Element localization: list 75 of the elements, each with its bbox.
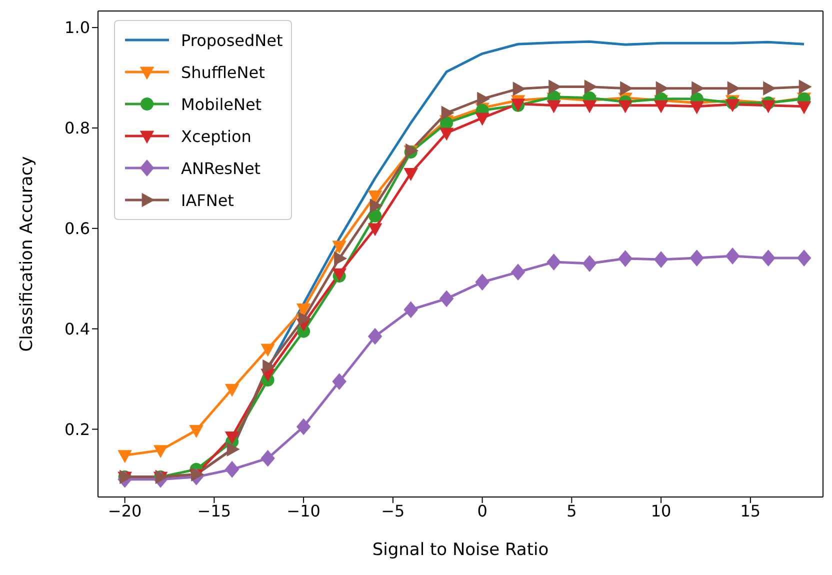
y-tick-label: 0.8	[64, 118, 90, 138]
point	[224, 432, 240, 445]
legend-label: IAFNet	[181, 190, 234, 210]
point	[725, 99, 740, 112]
point	[796, 101, 812, 114]
point	[690, 101, 704, 114]
point	[582, 100, 597, 114]
legend-label: MobileNet	[181, 94, 262, 114]
point	[761, 100, 776, 114]
point	[368, 209, 382, 222]
x-tick-label: 5	[566, 501, 577, 520]
point	[477, 92, 490, 106]
x-tick-label: 15	[740, 501, 761, 520]
point	[798, 80, 812, 94]
point	[618, 100, 632, 114]
point	[546, 100, 561, 114]
point	[796, 250, 812, 266]
point	[654, 251, 668, 268]
point	[262, 359, 276, 374]
point	[510, 264, 526, 281]
point	[475, 274, 490, 291]
x-tick-label: −15	[197, 501, 232, 520]
point	[189, 425, 204, 438]
x-tick-label: −10	[286, 501, 320, 520]
point	[334, 251, 348, 266]
legend-label: Xception	[181, 126, 252, 146]
point	[260, 344, 275, 357]
point	[226, 442, 240, 456]
legend-label: ShuffleNet	[181, 62, 265, 82]
x-tick-label: −20	[108, 501, 142, 520]
point	[761, 250, 776, 266]
point	[296, 304, 311, 317]
point	[118, 450, 132, 464]
point	[618, 250, 632, 267]
point	[725, 248, 740, 264]
x-tick-label: −5	[381, 501, 405, 520]
point	[620, 81, 634, 96]
point	[546, 254, 561, 270]
point	[763, 81, 776, 96]
x-axis-title: Signal to Noise Ratio	[372, 540, 549, 560]
point	[368, 328, 382, 345]
y-tick-label: 0.4	[64, 319, 90, 338]
y-tick-label: 1.0	[64, 18, 90, 38]
point	[298, 312, 312, 326]
point	[370, 198, 383, 213]
point	[404, 301, 418, 318]
point	[224, 384, 240, 397]
point	[584, 80, 598, 94]
point	[512, 82, 526, 96]
y-axis-title: Classification Accuracy	[17, 156, 38, 352]
point	[153, 445, 168, 458]
point	[690, 250, 704, 266]
y-tick-label: 0.6	[64, 219, 90, 238]
point	[439, 128, 454, 141]
point	[224, 460, 240, 478]
point	[656, 81, 669, 96]
point	[654, 100, 668, 114]
point	[404, 168, 418, 181]
point	[475, 112, 490, 126]
point	[439, 290, 454, 308]
legend-label: ProposedNet	[181, 30, 283, 50]
point	[692, 81, 705, 96]
point	[582, 255, 597, 272]
point	[727, 81, 740, 96]
y-tick-label: 0.2	[64, 420, 90, 439]
point	[368, 190, 382, 204]
point	[332, 240, 346, 254]
x-tick-label: 0	[477, 501, 488, 520]
point	[260, 450, 275, 467]
point	[296, 418, 311, 436]
point	[368, 223, 382, 236]
point	[441, 106, 454, 120]
point	[332, 373, 346, 390]
legend-label: ANResNet	[181, 158, 261, 178]
x-tick-label: 10	[650, 501, 672, 520]
